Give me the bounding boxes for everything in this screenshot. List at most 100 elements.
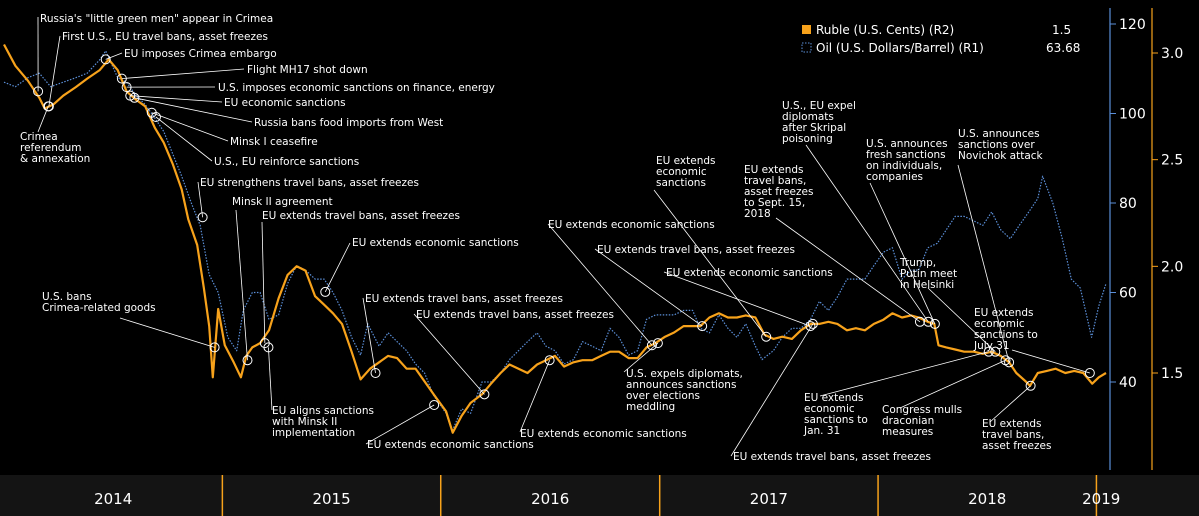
annotation-marker xyxy=(116,73,127,84)
x-axis-band xyxy=(0,475,1199,516)
annotation-marker xyxy=(990,346,1001,357)
annotation-leader xyxy=(362,297,376,374)
annotation-leader xyxy=(268,347,273,411)
annotation-marker xyxy=(1025,380,1036,391)
legend-swatch-oil xyxy=(801,42,812,53)
x-tick-label-2017: 2017 xyxy=(750,490,788,508)
annotation-marker xyxy=(100,54,111,65)
legend-label-oil: Oil (U.S. Dollars/Barrel) (R1) xyxy=(816,41,984,55)
annotation-marker xyxy=(479,389,490,400)
annotation-marker xyxy=(1084,368,1095,378)
annotation-label: Flight MH17 shot down xyxy=(247,64,368,76)
legend-label-ruble: Ruble (U.S. Cents) (R2) xyxy=(816,23,954,37)
annotation-leader xyxy=(663,271,811,327)
annotation-label: First U.S., EU travel bans, asset freeze… xyxy=(62,31,268,43)
annotation-label: EU extends economic sanctions to July 31 xyxy=(973,307,1038,352)
annotation-label: Trump, Putin meet in Helsinki xyxy=(899,257,957,291)
annotation-label: EU strengthens travel bans, asset freeze… xyxy=(200,177,419,189)
x-tick-label-2019: 2019 xyxy=(1082,490,1120,508)
annotation-leader xyxy=(594,248,703,327)
annotation-marker xyxy=(370,368,381,378)
annotation-label: U.S., EU reinforce sanctions xyxy=(214,156,359,168)
annotation-label: EU extends economic sanctions xyxy=(548,219,715,231)
annotation-leader xyxy=(155,116,213,162)
annotation-leader xyxy=(365,404,435,445)
annotation-marker xyxy=(121,82,132,93)
annotation-label: EU extends economic sanctions to Jan. 31 xyxy=(803,392,868,437)
annotation-marker xyxy=(914,316,925,327)
x-tick-label-2018: 2018 xyxy=(968,490,1006,508)
oil-tick-label: 80 xyxy=(1119,196,1137,212)
legend-value-oil: 63.68 xyxy=(1046,41,1080,55)
legend-value-ruble: 1.5 xyxy=(1052,23,1071,37)
annotation-label: U.S. announces sanctions over Novichok att… xyxy=(958,128,1044,162)
x-axis-year-bands: 2014 2015 2016 2017 2018 2019 xyxy=(0,475,1199,516)
annotation-leader xyxy=(324,242,351,293)
annotation-label: Russia bans food imports from West xyxy=(254,117,443,129)
annotation-label: Minsk II agreement xyxy=(232,196,333,208)
ruble-tick-label: 3.0 xyxy=(1161,46,1183,62)
annotation-leader xyxy=(151,112,229,142)
oil-series xyxy=(3,50,1107,432)
annotation-label: EU extends economic sanctions xyxy=(352,237,519,249)
annotation-marker xyxy=(929,318,940,329)
legend: Ruble (U.S. Cents) (R2) 1.5 Oil (U.S. Do… xyxy=(801,23,1080,55)
annotation-label: EU extends travel bans, asset freezes xyxy=(597,244,795,256)
oil-tick-label: 40 xyxy=(1119,375,1137,391)
x-tick-label-2014: 2014 xyxy=(94,490,132,508)
annotation-leader xyxy=(1011,349,1090,374)
annotation-marker xyxy=(807,318,818,329)
annotation-leader xyxy=(121,68,245,79)
annotation-label: Crimea referendum & annexation xyxy=(20,131,90,165)
annotation-marker xyxy=(923,316,934,327)
annotation-label: EU aligns sanctions with Minsk II implemen… xyxy=(272,405,374,439)
oil-tick-label: 100 xyxy=(1119,107,1146,123)
annotation-marker xyxy=(263,342,274,353)
annotation-leader xyxy=(130,95,223,103)
annotation-marker xyxy=(150,112,161,122)
annotation-marker xyxy=(197,212,208,223)
annotation-marker xyxy=(983,346,994,357)
annotation-marker xyxy=(242,355,253,366)
ruble-line xyxy=(3,43,1107,434)
annotation-leader xyxy=(869,182,936,325)
annotation-leader xyxy=(235,209,248,361)
annotation-marker xyxy=(209,342,220,353)
annotation-label: Minsk I ceasefire xyxy=(230,136,318,148)
annotation-leader xyxy=(899,359,1006,409)
oil-line xyxy=(3,50,1107,432)
annotation-leader xyxy=(413,313,485,395)
annotation-marker xyxy=(1004,357,1015,368)
annotation-marker xyxy=(646,340,657,351)
annotation-leader xyxy=(134,97,253,123)
annotation-leader xyxy=(547,223,653,346)
annotation-label: EU extends travel bans, asset freezes xyxy=(982,418,1051,452)
annotation-leader xyxy=(805,144,929,323)
annotation-marker xyxy=(761,331,772,342)
annotation-label: U.S. bans Crimea-related goods xyxy=(42,291,156,314)
annotation-label: Russia's "little green men" appear in Cr… xyxy=(40,13,273,25)
ruble-tick-label: 1.5 xyxy=(1161,366,1183,382)
annotation-marker xyxy=(697,321,708,332)
annotation-label: U.S. announces fresh sanctions on individu… xyxy=(866,138,948,183)
y-axes: 40 60 80 100 120 1.5 2.0 2.5 3.0 xyxy=(1109,8,1183,470)
annotation-marker xyxy=(652,338,663,349)
annotation-marker xyxy=(33,86,44,97)
annotation-leader xyxy=(927,287,996,352)
annotation-leader xyxy=(261,221,266,344)
annotation-leader xyxy=(519,360,550,433)
annotation-leader xyxy=(730,323,814,457)
annotation-marker xyxy=(129,92,140,103)
annotation-marker xyxy=(43,101,54,112)
annotation-label: Congress mulls draconian measures xyxy=(882,404,962,438)
oil-tick-label: 120 xyxy=(1119,17,1146,33)
annotation-label: EU extends travel bans, asset freezes to Se… xyxy=(744,164,813,220)
annotation-label: U.S., EU expel diplomats after Skripal pois… xyxy=(782,100,856,145)
annotation-leader xyxy=(653,189,767,337)
annotation-label: EU extends economic sanctions xyxy=(520,428,687,440)
annotations: Russia's "little green men" appear in Cr… xyxy=(20,13,1095,463)
annotation-label: EU economic sanctions xyxy=(224,97,346,109)
annotation-leader xyxy=(989,385,1031,423)
annotation-label: EU extends economic sanctions xyxy=(666,267,833,279)
